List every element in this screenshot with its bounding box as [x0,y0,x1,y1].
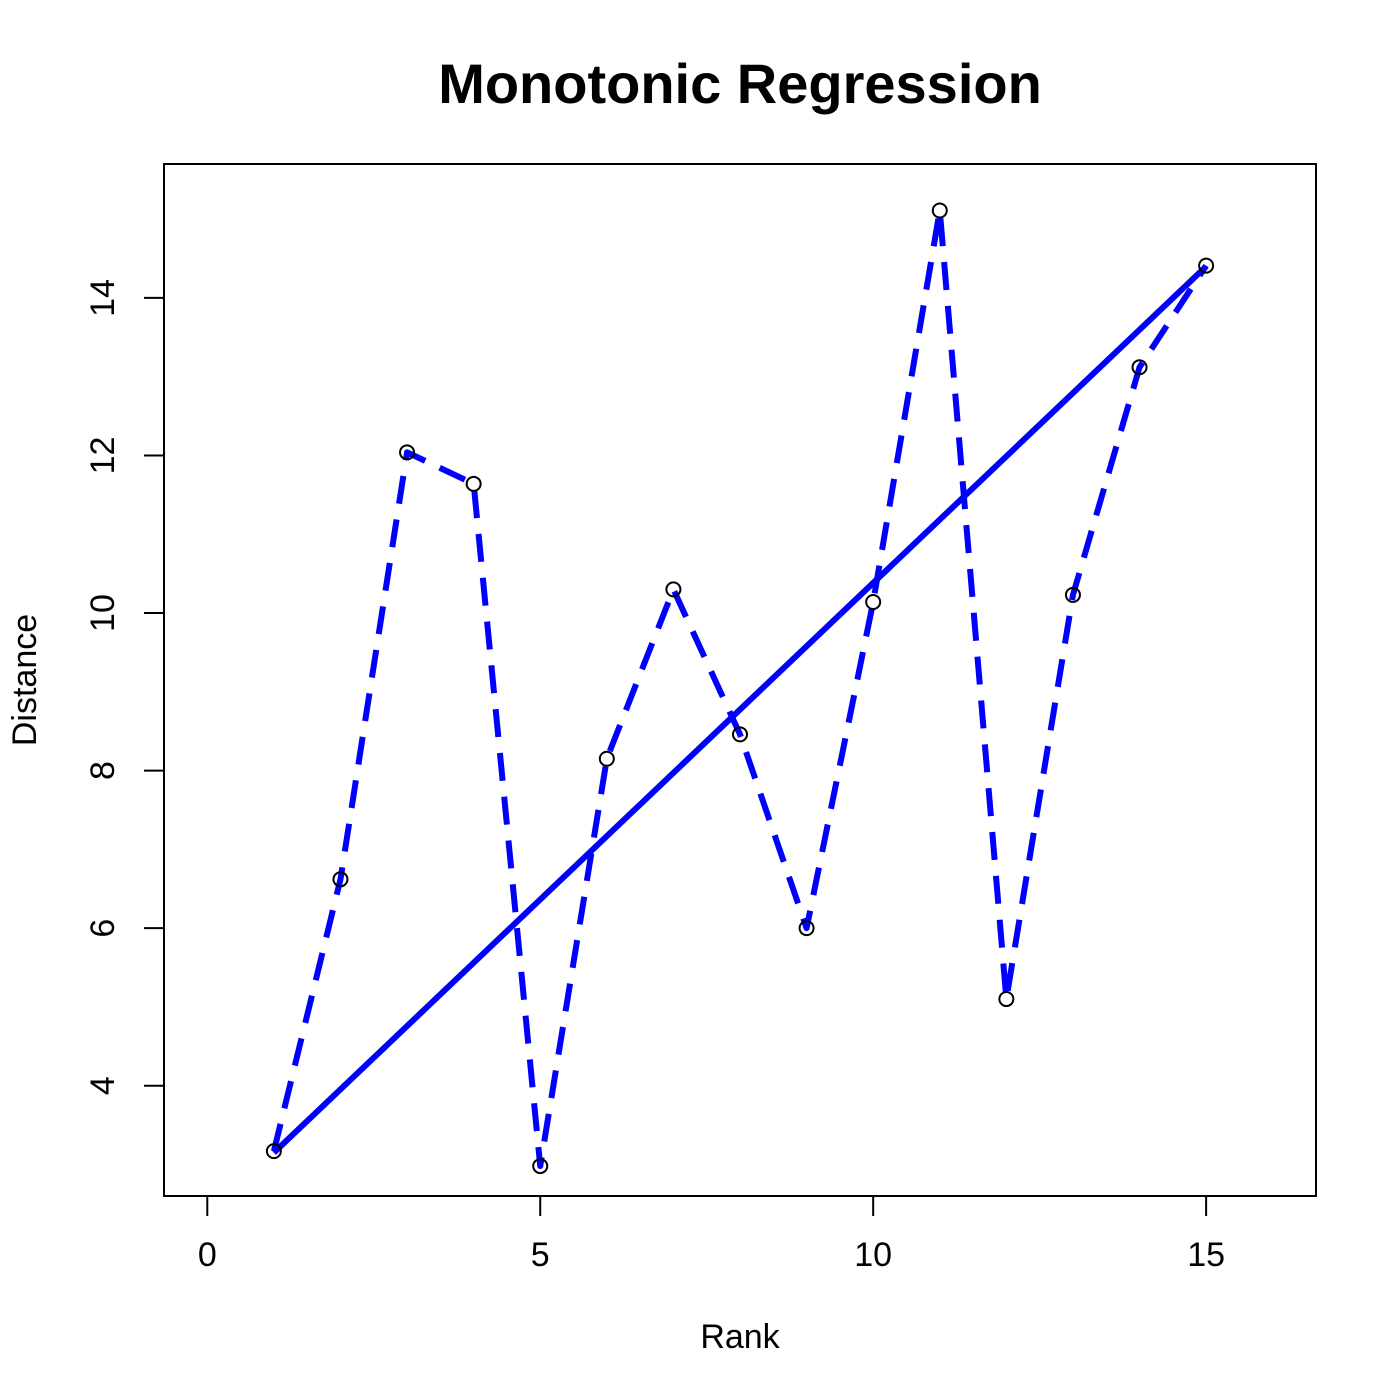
data-point [998,991,1015,1008]
data-point [732,726,748,743]
data-point [399,444,416,461]
data-point [1198,257,1215,274]
x-tick-label: 0 [198,1236,217,1274]
x-axis-label: Rank [700,1318,780,1356]
data-point [931,202,948,219]
data-point [265,1143,282,1160]
data-point [1064,586,1081,603]
y-tick-label: 12 [84,437,122,475]
y-axis-label: Distance [6,614,44,746]
x-tick-label: 10 [854,1236,892,1274]
regression-line [271,264,1209,1155]
x-axis: 0 5 10 15 [198,1195,1225,1274]
data-point [665,581,682,598]
y-tick-label: 8 [84,761,122,780]
points-layer [265,202,1215,1175]
data-point [532,1158,549,1175]
y-tick-label: 6 [84,919,122,938]
data-point [798,920,815,937]
data-point [865,594,882,611]
y-axis: 4 6 8 10 12 14 [84,279,165,1095]
data-point [1131,359,1148,376]
data-point [465,475,482,492]
y-tick-label: 14 [84,279,122,317]
plot-frame [163,163,1317,1197]
data-point [598,750,615,767]
y-tick-label: 4 [84,1076,122,1095]
chart-title: Monotonic Regression [438,52,1042,115]
y-tick-label: 10 [84,594,122,632]
data-point [332,871,349,888]
series-layer [270,207,1209,1170]
dashed-data-line [270,207,1209,1170]
x-tick-label: 15 [1187,1236,1225,1274]
x-tick-label: 5 [531,1236,550,1274]
